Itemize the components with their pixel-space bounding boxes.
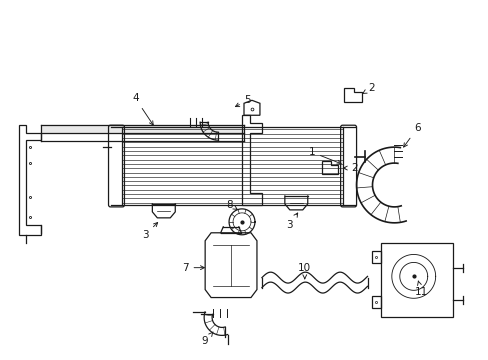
Text: 9: 9: [202, 332, 213, 346]
Text: 8: 8: [226, 200, 237, 210]
Text: 2: 2: [362, 84, 374, 94]
Text: 11: 11: [414, 281, 427, 297]
Polygon shape: [41, 125, 244, 133]
Text: 4: 4: [132, 93, 153, 125]
Text: 10: 10: [298, 263, 311, 279]
Text: 1: 1: [308, 147, 341, 164]
Text: 3: 3: [142, 222, 157, 240]
Text: 3: 3: [286, 213, 297, 230]
Text: 2: 2: [343, 163, 357, 173]
Text: 6: 6: [403, 123, 420, 147]
Text: 7: 7: [182, 263, 204, 273]
Text: 5: 5: [235, 95, 251, 107]
